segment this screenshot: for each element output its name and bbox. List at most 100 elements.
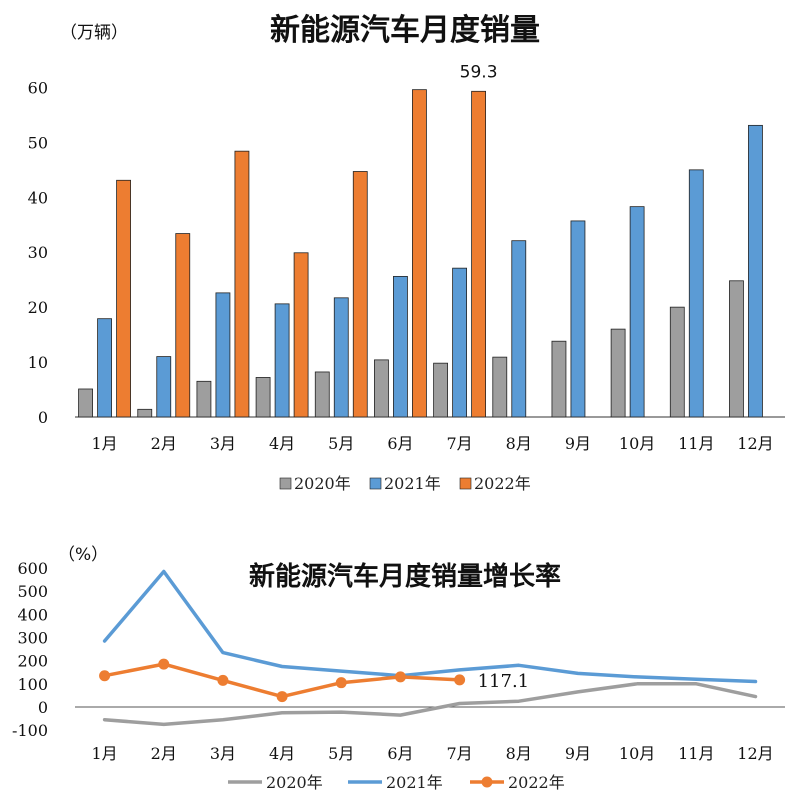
- line-y-tick-label: 300: [17, 629, 48, 648]
- bar-x-tick-label: 6月: [387, 434, 413, 453]
- line-x-tick-label: 7月: [447, 744, 473, 763]
- line-x-tick-label: 11月: [678, 744, 714, 763]
- line-chart-unit-label: （%）: [58, 545, 108, 565]
- bar-chart-unit-label: （万辆）: [60, 23, 128, 43]
- bar-2022-4: [293, 252, 309, 418]
- bar-x-tick-label: 4月: [269, 434, 295, 453]
- bar-legend-swatch-2021: [369, 477, 382, 490]
- line-point-2022-7: [454, 674, 466, 686]
- bar-x-tick-label: 5月: [328, 434, 354, 453]
- bar-y-tick-label: 30: [28, 243, 48, 262]
- bar-annotation: 59.3: [460, 62, 498, 82]
- bar-2020-8: [492, 356, 508, 418]
- line-point-2022-6: [394, 671, 406, 683]
- bar-legend-label-2020: 2020年: [294, 474, 351, 493]
- bar-2021-11: [688, 169, 704, 418]
- line-x-tick-label: 8月: [506, 744, 532, 763]
- line-series-marks: [99, 569, 758, 727]
- bar-2022-2: [175, 233, 191, 418]
- bar-2020-5: [314, 371, 330, 418]
- bar-2022-5: [352, 171, 368, 418]
- bar-x-tick-label: 7月: [447, 434, 473, 453]
- bar-y-tick-label: 0: [38, 408, 48, 427]
- line-y-tick-label: 600: [17, 559, 48, 578]
- bar-x-tick-label: 12月: [737, 434, 773, 453]
- line-y-tick-label: 400: [17, 605, 48, 624]
- bar-2021-12: [748, 124, 763, 418]
- bar-2021-10: [629, 206, 645, 418]
- bar-2022-6: [412, 89, 427, 418]
- line-y-tick-label: 500: [17, 582, 48, 601]
- line-x-tick-label: 6月: [387, 744, 413, 763]
- bar-2020-2: [137, 408, 153, 418]
- bar-2020-7: [433, 362, 449, 418]
- bar-x-axis-labels: 1月 2月 3月 4月 5月 6月 7月 8月 9月 10月 11月 12月: [91, 434, 773, 453]
- bar-y-tick-label: 10: [28, 353, 48, 372]
- bar-x-tick-label: 9月: [565, 434, 591, 453]
- line-x-axis-labels: 1月 2月 3月 4月 5月 6月 7月 8月 9月 10月 11月 12月: [91, 744, 773, 763]
- line-x-tick-label: 12月: [737, 744, 773, 763]
- bar-2020-4: [255, 377, 271, 418]
- bar-y-tick-label: 60: [28, 78, 48, 97]
- bar-2020-11: [669, 306, 685, 418]
- bar-2021-6: [393, 275, 408, 418]
- bar-legend-label-2021: 2021年: [384, 474, 441, 493]
- bar-2020-6: [374, 359, 389, 418]
- line-series-2021: [102, 569, 758, 684]
- line-legend-label-2021: 2021年: [386, 773, 443, 792]
- line-x-tick-label: 4月: [269, 744, 295, 763]
- bar-2021-5: [333, 297, 349, 418]
- bar-chart-title: 新能源汽车月度销量: [270, 13, 540, 48]
- bar-x-tick-label: 3月: [210, 434, 236, 453]
- line-x-tick-label: 2月: [151, 744, 177, 763]
- line-x-tick-label: 3月: [210, 744, 236, 763]
- bar-x-tick-label: 1月: [91, 434, 117, 453]
- bar-2020-12: [729, 280, 744, 418]
- bar-2021-3: [215, 292, 231, 418]
- line-point-2022-4: [276, 691, 288, 703]
- bar-legend-swatch-2020: [279, 477, 292, 490]
- line-x-tick-label: 10月: [619, 744, 655, 763]
- bar-2021-7: [452, 267, 468, 418]
- line-series-2020: [102, 682, 758, 727]
- line-annotation: 117.1: [478, 671, 530, 692]
- bar-series-marks: [78, 89, 763, 418]
- bar-2021-2: [156, 356, 172, 418]
- bar-2022-1: [116, 179, 131, 418]
- line-chart-title: 新能源汽车月度销量增长率: [249, 561, 561, 592]
- bar-x-tick-label: 10月: [619, 434, 655, 453]
- bar-2020-10: [610, 328, 626, 418]
- bar-legend: 2020年 2021年 2022年: [279, 474, 531, 493]
- line-legend-marker-2022: [481, 776, 493, 788]
- bar-2020-1: [78, 388, 93, 418]
- line-x-tick-label: 9月: [565, 744, 591, 763]
- bar-x-tick-label: 2月: [151, 434, 177, 453]
- line-y-tick-label: 100: [17, 675, 48, 694]
- bar-2021-9: [570, 220, 586, 418]
- line-x-tick-label: 5月: [328, 744, 354, 763]
- bar-y-tick-label: 50: [28, 133, 48, 152]
- bar-legend-label-2022: 2022年: [474, 474, 531, 493]
- bar-y-tick-label: 20: [28, 298, 48, 317]
- line-legend-label-2022: 2022年: [508, 773, 565, 792]
- bar-y-tick-label: 40: [28, 188, 48, 207]
- line-y-tick-label: -100: [12, 721, 48, 740]
- line-x-tick-label: 1月: [91, 744, 117, 763]
- line-legend: 2020年 2021年 2022年: [228, 773, 565, 792]
- bar-2020-3: [196, 380, 212, 418]
- bar-2022-7: [471, 90, 487, 418]
- bar-2021-8: [511, 240, 527, 418]
- bar-2021-4: [274, 303, 290, 418]
- line-point-2022-5: [335, 677, 347, 689]
- bar-2021-1: [97, 318, 112, 418]
- bar-x-tick-label: 8月: [506, 434, 532, 453]
- line-point-2022-3: [217, 674, 229, 686]
- bar-2022-3: [234, 150, 250, 418]
- line-point-2022-1: [99, 670, 111, 682]
- line-point-2022-2: [158, 658, 170, 670]
- line-y-tick-label: 200: [17, 652, 48, 671]
- bar-x-tick-label: 11月: [678, 434, 714, 453]
- line-y-tick-label: 0: [38, 698, 48, 717]
